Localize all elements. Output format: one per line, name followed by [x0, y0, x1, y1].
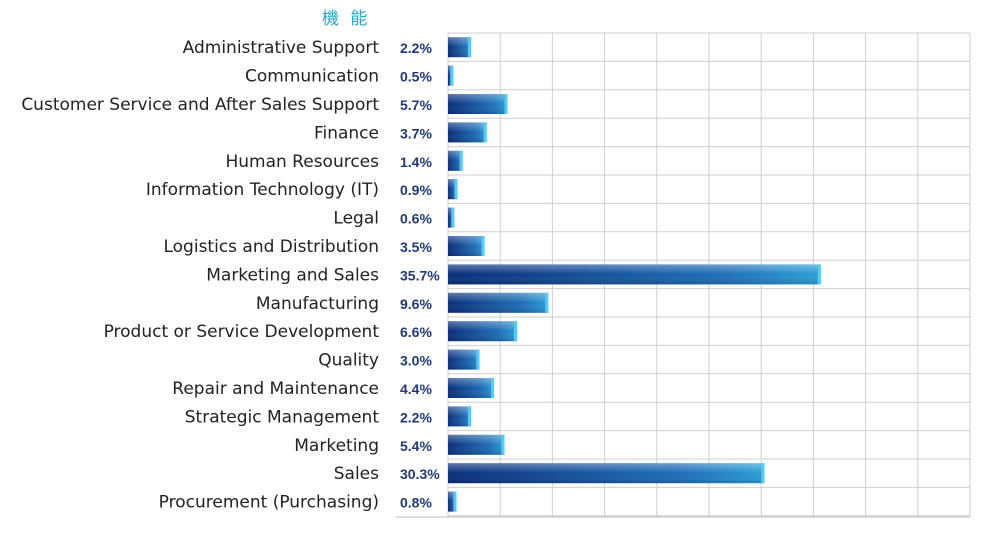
- category-label: Administrative Support: [183, 38, 380, 58]
- category-label: Logistics and Distribution: [163, 237, 379, 257]
- value-label: 5.7%: [400, 97, 432, 113]
- bar-end-cap: [450, 65, 454, 86]
- bar: [448, 94, 508, 114]
- category-label: Product or Service Development: [104, 322, 380, 342]
- value-label: 30.3%: [400, 466, 440, 482]
- bar-shine: [448, 378, 494, 398]
- value-label: 9.6%: [400, 296, 432, 312]
- bar-shine: [448, 321, 517, 342]
- bar-end-cap: [467, 37, 471, 58]
- bar-end-cap: [476, 349, 480, 370]
- value-label: 3.5%: [400, 239, 432, 255]
- bar-shine: [448, 37, 471, 58]
- category-label: Communication: [245, 67, 379, 87]
- bar-end-cap: [467, 406, 471, 427]
- bar: [448, 463, 765, 484]
- value-labels: 2.2% 0.5% 5.7% 3.7% 1.4% 0.9% 0.6% 3.5% 35.7% 9.6…: [400, 40, 440, 510]
- value-label: 3.0%: [400, 353, 432, 369]
- bar: [448, 264, 821, 285]
- bar: [448, 236, 485, 256]
- category-label: Marketing and Sales: [206, 265, 379, 285]
- category-label: Procurement (Purchasing): [159, 493, 379, 513]
- value-label: 5.4%: [400, 438, 432, 454]
- category-label: Sales: [334, 464, 379, 484]
- bar: [448, 491, 457, 512]
- bar: [448, 122, 487, 143]
- bar: [448, 406, 471, 427]
- bar: [448, 65, 454, 86]
- bar: [448, 179, 458, 200]
- bar: [448, 207, 455, 228]
- category-label: Strategic Management: [185, 407, 380, 427]
- value-label: 0.6%: [400, 211, 432, 227]
- bar-shine: [448, 94, 508, 114]
- bar-end-cap: [761, 463, 765, 484]
- value-label: 4.4%: [400, 381, 432, 397]
- value-label: 0.8%: [400, 495, 432, 511]
- bar-shine: [448, 434, 505, 455]
- bar: [448, 434, 505, 455]
- category-label: Information Technology (IT): [146, 180, 379, 200]
- bar: [448, 349, 480, 370]
- bar-shine: [448, 264, 821, 285]
- bar-end-cap: [454, 179, 458, 200]
- bar-shine: [448, 122, 487, 143]
- bar-shine: [448, 491, 457, 512]
- bar: [448, 292, 549, 313]
- value-label: 6.6%: [400, 324, 432, 340]
- bars: [448, 37, 821, 512]
- bar: [448, 37, 471, 58]
- bar-shine: [448, 207, 455, 228]
- bar-end-cap: [490, 378, 494, 398]
- bar-shine: [448, 236, 485, 256]
- chart-title: 機 能: [322, 9, 370, 29]
- category-label: Human Resources: [225, 152, 379, 172]
- bar-end-cap: [501, 434, 505, 455]
- value-label: 1.4%: [400, 154, 432, 170]
- category-label: Legal: [333, 209, 379, 229]
- value-label: 35.7%: [400, 267, 440, 283]
- bar-shine: [448, 349, 480, 370]
- category-label: Repair and Maintenance: [172, 379, 379, 399]
- category-label: Marketing: [294, 436, 379, 456]
- value-label: 2.2%: [400, 409, 432, 425]
- bar-shine: [448, 179, 458, 200]
- gridlines: [396, 32, 971, 518]
- value-label: 2.2%: [400, 40, 432, 56]
- bar-shine: [448, 463, 765, 484]
- bar: [448, 378, 494, 398]
- value-label: 3.7%: [400, 125, 432, 141]
- bar-shine: [448, 292, 549, 313]
- category-labels: Administrative Support Communication Custo…: [21, 38, 379, 512]
- bar-end-cap: [481, 236, 485, 256]
- bar-end-cap: [453, 491, 457, 512]
- category-label: Customer Service and After Sales Support: [21, 95, 379, 115]
- bar-end-cap: [459, 150, 463, 171]
- bar-end-cap: [451, 207, 455, 228]
- bar-end-cap: [545, 292, 549, 313]
- bar: [448, 150, 463, 171]
- bar-end-cap: [513, 321, 517, 342]
- value-label: 0.5%: [400, 69, 432, 85]
- bar-end-cap: [483, 122, 487, 143]
- category-label: Finance: [314, 123, 379, 143]
- category-label: Quality: [318, 351, 379, 371]
- bar-shine: [448, 406, 471, 427]
- category-label: Manufacturing: [256, 294, 379, 314]
- value-label: 0.9%: [400, 182, 432, 198]
- bar-end-cap: [817, 264, 821, 285]
- bar-shine: [448, 150, 463, 171]
- bar-end-cap: [504, 94, 508, 114]
- bar: [448, 321, 517, 342]
